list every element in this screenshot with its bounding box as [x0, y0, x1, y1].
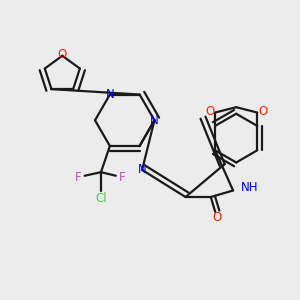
Text: F: F	[119, 171, 126, 184]
Text: NH: NH	[241, 181, 258, 194]
Text: Cl: Cl	[95, 191, 107, 205]
Text: N: N	[138, 164, 146, 176]
Text: O: O	[205, 105, 214, 118]
Text: O: O	[259, 105, 268, 118]
Text: N: N	[106, 88, 114, 101]
Text: O: O	[58, 48, 67, 61]
Text: N: N	[150, 114, 159, 127]
Text: F: F	[75, 171, 81, 184]
Text: O: O	[212, 211, 221, 224]
